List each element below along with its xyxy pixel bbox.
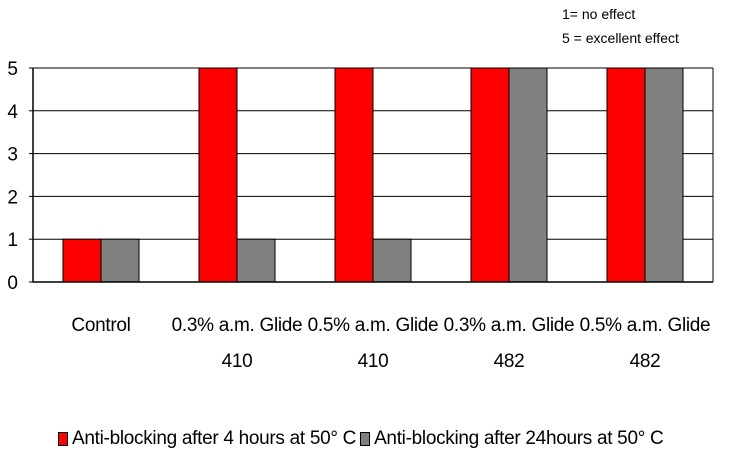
y-tick-label: 4 [7,102,18,123]
y-tick-label: 3 [7,145,18,166]
x-tick-label: 0.3% a.m. Glide [444,315,575,336]
bar [62,238,102,283]
note-scale-min: 1= no effect [562,6,636,22]
bar [100,238,140,283]
note-scale-max: 5 = excellent effect [562,30,679,46]
legend-item-4h: Anti-blocking after 4 hours at 50° C [58,428,356,450]
legend-label-4h: Anti-blocking after 4 hours at 50° C [72,428,357,449]
bar [198,67,238,283]
bar [334,67,374,283]
bar [372,238,412,283]
x-tick-label: 482 [494,351,525,372]
x-tick-label: 0.3% a.m. Glide [172,315,303,336]
legend-swatch-red [58,432,68,446]
bar [508,67,548,283]
x-tick-label: 482 [630,351,661,372]
y-tick-label: 0 [7,273,18,294]
bar [470,67,510,283]
x-tick-label: 0.5% a.m. Glide [308,315,439,336]
y-tick-label: 2 [7,187,18,208]
x-tick-label: 410 [222,351,253,372]
x-tick-label: 410 [358,351,389,372]
legend: Anti-blocking after 4 hours at 50° C Ant… [58,426,664,452]
bar [606,67,646,283]
bar [236,238,276,283]
legend-label-24h: Anti-blocking after 24hours at 50° C [374,428,664,449]
x-tick-label: 0.5% a.m. Glide [580,315,711,336]
legend-item-24h: Anti-blocking after 24hours at 50° C [360,428,664,450]
bar [644,67,684,283]
legend-swatch-gray [360,432,371,446]
x-tick-label: Control [71,315,130,336]
y-tick-label: 5 [7,59,18,80]
y-tick-label: 1 [7,230,18,251]
